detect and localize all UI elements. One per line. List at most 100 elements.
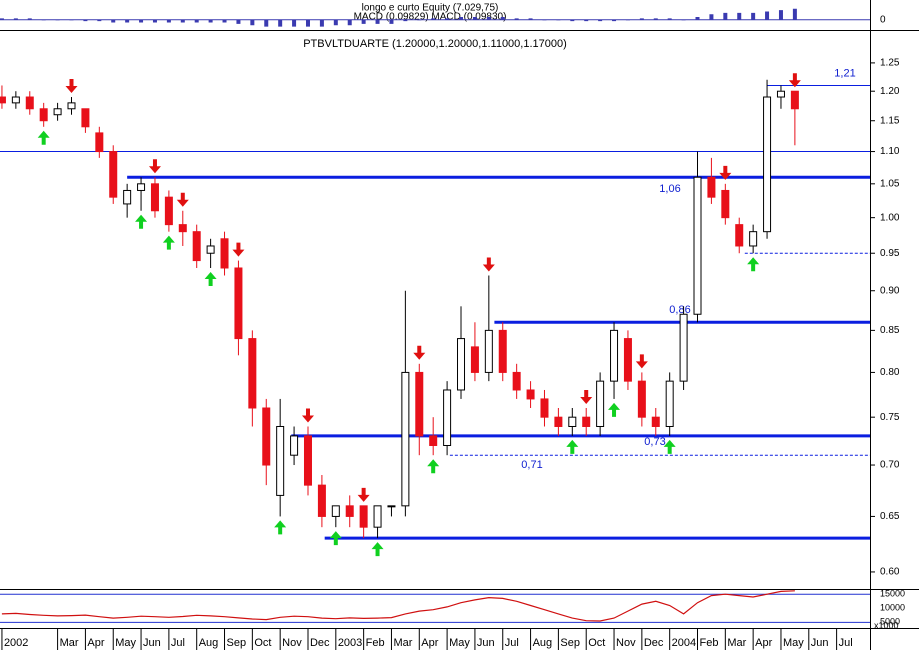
- candle-body: [39, 108, 48, 122]
- candle-body: [67, 102, 76, 110]
- sell-arrow: [482, 257, 495, 272]
- candle-body: [95, 132, 104, 153]
- candle-body: [150, 183, 159, 212]
- histogram-bar: [528, 18, 533, 20]
- candle-body: [776, 90, 785, 98]
- sell-arrow: [788, 73, 801, 88]
- histogram-bar: [194, 19, 199, 23]
- buy-arrow: [37, 130, 50, 145]
- candle-body: [693, 176, 702, 315]
- x-tick-label: Feb: [366, 637, 385, 649]
- candle-body: [637, 380, 646, 418]
- histogram-bar: [278, 19, 283, 27]
- candle-body: [763, 96, 772, 233]
- candle-body: [331, 505, 340, 517]
- level-label: 0,86: [669, 304, 690, 316]
- histogram-bar: [152, 19, 157, 23]
- x-tick-label: Jul: [839, 637, 853, 649]
- candle-body: [568, 416, 577, 427]
- histogram-bar: [41, 19, 46, 21]
- buy-arrow: [162, 235, 175, 250]
- x-tick-label: Nov: [282, 637, 302, 649]
- histogram-bar: [292, 19, 297, 27]
- sell-arrow: [65, 79, 78, 94]
- candle-body: [540, 398, 549, 418]
- candle-body: [387, 505, 396, 508]
- buy-arrow: [329, 531, 342, 546]
- candle-body: [526, 389, 535, 400]
- x-tick-label: May: [449, 637, 470, 649]
- histogram-bar: [584, 19, 589, 22]
- candle-body: [512, 371, 521, 391]
- histogram-bar: [55, 19, 60, 21]
- candle-body: [164, 196, 173, 226]
- histogram-bar: [695, 17, 700, 20]
- candle-body: [262, 407, 271, 466]
- candle-body: [582, 416, 591, 427]
- y-tick-label: 10000: [880, 603, 905, 613]
- histogram-bar: [333, 19, 338, 26]
- histogram-bar: [375, 19, 380, 24]
- y-tick-label: 0.80: [880, 367, 900, 378]
- histogram-bar: [445, 18, 450, 20]
- y-tick-label: 1.10: [880, 146, 900, 157]
- histogram-bar: [792, 8, 797, 20]
- histogram-bar: [250, 19, 255, 26]
- panel-unit: x1000: [874, 620, 899, 630]
- histogram-bar: [319, 19, 324, 27]
- histogram-bar: [389, 19, 394, 24]
- histogram-bar: [570, 19, 575, 22]
- candle-body: [53, 108, 62, 116]
- histogram-bar: [69, 19, 74, 21]
- histogram-bar: [612, 19, 617, 22]
- x-tick-label: 2003: [338, 637, 362, 649]
- candle-body: [11, 96, 20, 104]
- histogram-bar: [653, 18, 658, 20]
- x-tick-label: 2002: [4, 637, 28, 649]
- histogram-bar: [236, 19, 241, 24]
- candle-body: [443, 389, 452, 446]
- candle-body: [484, 329, 493, 373]
- candle-body: [290, 435, 299, 456]
- histogram-bar: [431, 18, 436, 20]
- buy-arrow: [135, 214, 148, 229]
- x-tick-label: Apr: [755, 637, 772, 649]
- candle-body: [373, 505, 382, 528]
- x-tick-label: Aug: [199, 637, 219, 649]
- y-tick-label: 0.90: [880, 285, 900, 296]
- x-tick-label: Apr: [87, 637, 104, 649]
- x-tick-label: May: [783, 637, 804, 649]
- sell-arrow: [357, 487, 370, 502]
- x-tick-label: Mar: [60, 637, 79, 649]
- x-tick-label: Dec: [644, 637, 664, 649]
- histogram-bar: [625, 19, 630, 21]
- level-label: 0,73: [644, 436, 665, 448]
- candle-body: [317, 484, 326, 517]
- candle-body: [651, 416, 660, 427]
- candle-body: [610, 329, 619, 382]
- buy-arrow: [427, 459, 440, 474]
- candle-body: [665, 380, 674, 427]
- y-tick-label: 1.15: [880, 115, 900, 126]
- y-tick-label: 0: [880, 14, 886, 25]
- histogram-bar: [417, 19, 422, 21]
- histogram-bar: [305, 19, 310, 27]
- candle-body: [25, 96, 34, 110]
- buy-arrow: [204, 271, 217, 286]
- y-tick-label: 0.70: [880, 460, 900, 471]
- buy-arrow: [608, 402, 621, 417]
- x-tick-label: May: [115, 637, 136, 649]
- candle-body: [359, 505, 368, 528]
- sell-arrow: [301, 408, 314, 423]
- candle-body: [81, 108, 90, 128]
- candle-body: [178, 224, 187, 233]
- histogram-bar: [667, 18, 672, 20]
- histogram-bar: [27, 18, 32, 20]
- histogram-bar: [13, 18, 18, 20]
- histogram-bar: [459, 17, 464, 20]
- y-tick-label: 0.60: [880, 567, 900, 578]
- sell-arrow: [176, 192, 189, 207]
- buy-arrow: [663, 439, 676, 454]
- candle-body: [303, 435, 312, 486]
